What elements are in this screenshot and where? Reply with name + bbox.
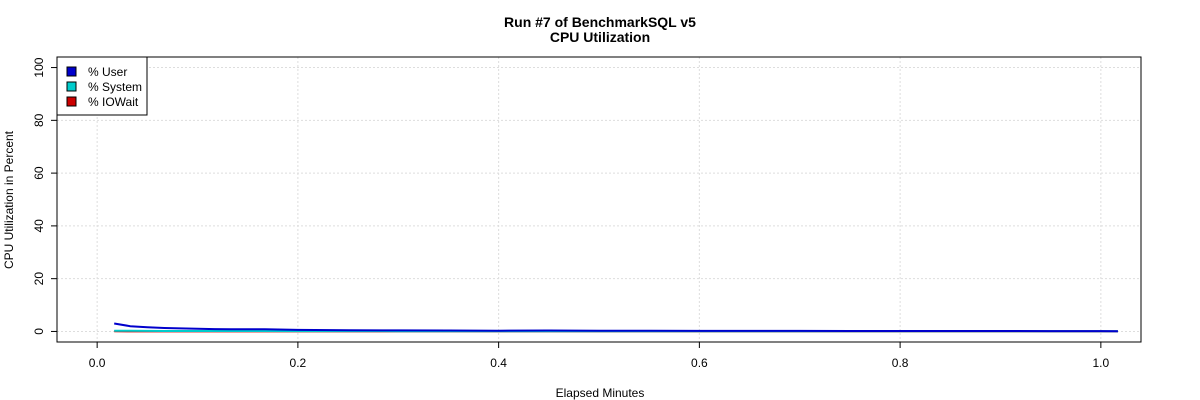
- legend-label: % IOWait: [88, 95, 139, 109]
- x-tick-label: 0.0: [89, 356, 106, 370]
- x-axis: 0.0 0.2 0.4 0.6 0.8 1.0: [89, 342, 1110, 370]
- x-tick-label: 0.6: [691, 356, 708, 370]
- chart-title: Run #7 of BenchmarkSQL v5: [504, 14, 696, 30]
- y-tick-label: 60: [32, 166, 46, 180]
- y-axis-label: CPU Utilization in Percent: [2, 130, 16, 269]
- legend-swatch: [66, 66, 77, 77]
- legend-swatch: [66, 81, 77, 92]
- legend-label: % User: [88, 65, 127, 79]
- x-axis-label: Elapsed Minutes: [556, 386, 645, 400]
- x-tick-label: 0.2: [290, 356, 307, 370]
- x-tick-label: 1.0: [1093, 356, 1110, 370]
- legend: % User% System% IOWait: [56, 56, 148, 116]
- y-tick-label: 20: [32, 272, 46, 286]
- series-line-user: [114, 322, 1118, 333]
- y-tick-label: 100: [32, 57, 46, 77]
- x-tick-label: 0.4: [490, 356, 507, 370]
- series-layer: [114, 322, 1118, 333]
- chart-subtitle: CPU Utilization: [550, 29, 650, 45]
- plot-frame: [56, 56, 1142, 343]
- y-tick-label: 40: [32, 219, 46, 233]
- y-axis: 0 20 40 60 80 100: [32, 57, 57, 335]
- y-tick-label: 0: [32, 328, 46, 335]
- legend-label: % System: [88, 80, 142, 94]
- x-tick-label: 0.8: [892, 356, 909, 370]
- grid: [57, 57, 1141, 342]
- y-tick-label: 80: [32, 113, 46, 127]
- legend-swatch: [66, 96, 77, 107]
